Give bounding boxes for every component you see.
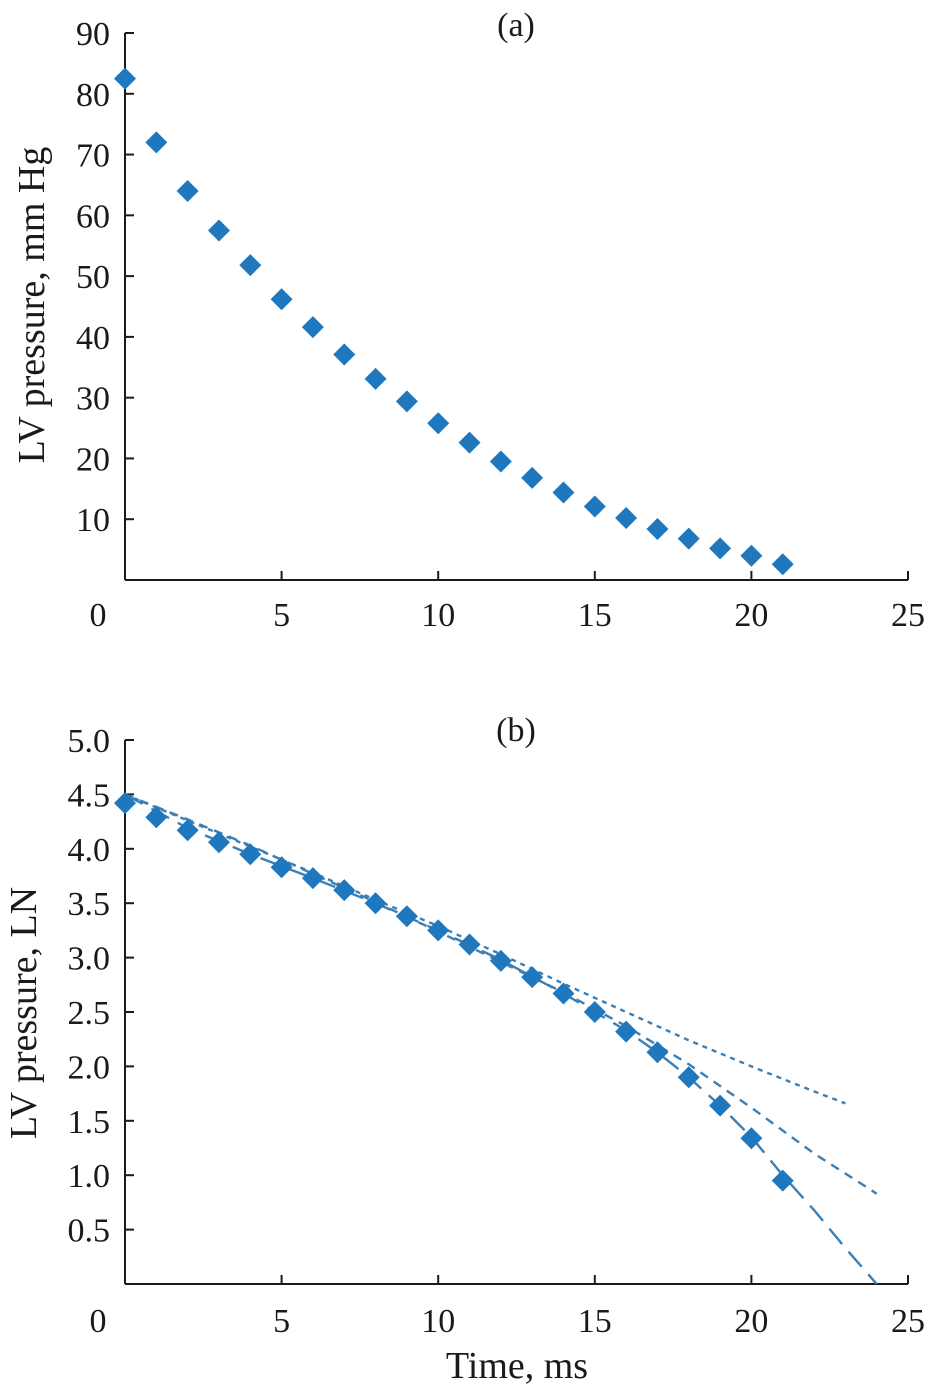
y-tick-label: 20 [76, 441, 110, 478]
y-tick-label: 60 [76, 198, 110, 235]
y-tick-label: 50 [76, 259, 110, 296]
panel-b-x-ticks: 0 5 10 15 20 25 [90, 1275, 925, 1340]
data-point [646, 1041, 669, 1064]
data-point [489, 949, 512, 972]
y-tick-label: 30 [76, 381, 110, 418]
x-tick-label: 15 [578, 597, 612, 634]
data-point [771, 553, 794, 576]
y-tick-label: 1.0 [68, 1158, 111, 1195]
x-tick-label: 0 [90, 1303, 107, 1340]
data-point [583, 495, 606, 518]
data-point [395, 905, 418, 928]
data-point [239, 254, 262, 277]
data-point [145, 131, 168, 154]
x-tick-label: 5 [273, 1303, 290, 1340]
data-point [301, 316, 324, 339]
y-tick-label: 40 [76, 320, 110, 357]
panel-a-y-ticks: 10 20 30 40 50 60 70 80 90 [76, 16, 134, 539]
data-point [364, 367, 387, 390]
data-point [333, 343, 356, 366]
data-point [709, 537, 732, 560]
data-point [301, 867, 324, 890]
y-tick-label: 4.5 [68, 777, 111, 814]
panel-b-x-axis-title: Time, ms [446, 1345, 588, 1387]
panel-a-y-axis-title: LV pressure, mm Hg [11, 147, 53, 464]
y-tick-label: 70 [76, 138, 110, 175]
data-point [615, 507, 638, 530]
panel-a-x-ticks: 0 5 10 15 20 25 [90, 571, 925, 634]
x-tick-label: 25 [891, 1303, 925, 1340]
data-point [207, 831, 230, 854]
y-tick-label: 2.5 [68, 995, 111, 1032]
fit-line-medium-dash [124, 793, 878, 1195]
panel-b-data-points [114, 792, 794, 1192]
data-point [395, 390, 418, 413]
y-tick-label: 10 [76, 502, 110, 539]
panel-b-fit-lines [124, 793, 878, 1285]
y-tick-label: 90 [76, 16, 110, 53]
data-point [427, 412, 450, 435]
x-tick-label: 25 [891, 597, 925, 634]
y-tick-label: 1.5 [68, 1104, 111, 1141]
x-tick-label: 10 [421, 1303, 455, 1340]
data-point [521, 466, 544, 489]
data-point [646, 517, 669, 540]
chart-panel-b: (b) LV pressure, LN Time, ms 0 5 10 15 20 25 … [3, 712, 925, 1387]
y-tick-label: 5.0 [68, 723, 111, 760]
x-tick-label: 0 [90, 597, 107, 634]
y-tick-label: 3.0 [68, 941, 111, 978]
data-point [114, 792, 136, 815]
x-tick-label: 10 [421, 597, 455, 634]
data-point [552, 982, 575, 1005]
data-point [489, 450, 512, 473]
x-tick-label: 15 [578, 1303, 612, 1340]
data-point [458, 933, 481, 956]
y-tick-label: 80 [76, 77, 110, 114]
data-point [615, 1020, 638, 1043]
fit-line-long-dash [124, 793, 878, 1285]
data-point [207, 219, 230, 242]
data-point [145, 806, 168, 829]
panel-b-y-ticks: 0.5 1.0 1.5 2.0 2.5 3.0 3.5 4.0 4.5 5.0 [68, 723, 134, 1250]
data-point [677, 527, 700, 550]
data-point [364, 892, 387, 915]
data-point [709, 1094, 732, 1117]
y-tick-label: 2.0 [68, 1049, 111, 1086]
fit-line-short-dash [124, 793, 846, 1105]
data-point [740, 544, 763, 567]
data-point [771, 1169, 794, 1192]
x-tick-label: 20 [734, 1303, 768, 1340]
x-tick-label: 20 [734, 597, 768, 634]
panel-b-label: (b) [496, 712, 536, 749]
data-point [521, 966, 544, 989]
panel-b-y-axis-title: LV pressure, LN [3, 887, 45, 1139]
x-tick-label: 5 [273, 597, 290, 634]
chart-panel-a: (a) LV pressure, mm Hg 0 5 10 15 20 25 10 20 30… [11, 7, 925, 634]
data-point [270, 288, 293, 311]
data-point [333, 879, 356, 902]
data-point [176, 819, 199, 842]
y-tick-label: 3.5 [68, 886, 111, 923]
data-point [583, 1001, 606, 1023]
data-point [176, 180, 199, 203]
data-point [740, 1127, 763, 1150]
y-tick-label: 0.5 [68, 1213, 111, 1250]
y-tick-label: 4.0 [68, 832, 111, 869]
data-point [677, 1066, 700, 1089]
data-point [239, 843, 262, 866]
panel-a-data-points [114, 67, 794, 576]
data-point [114, 67, 136, 90]
data-point [458, 431, 481, 454]
data-point [552, 481, 575, 504]
data-point [427, 919, 450, 942]
data-point [270, 856, 293, 879]
panel-a-label: (a) [497, 7, 535, 44]
